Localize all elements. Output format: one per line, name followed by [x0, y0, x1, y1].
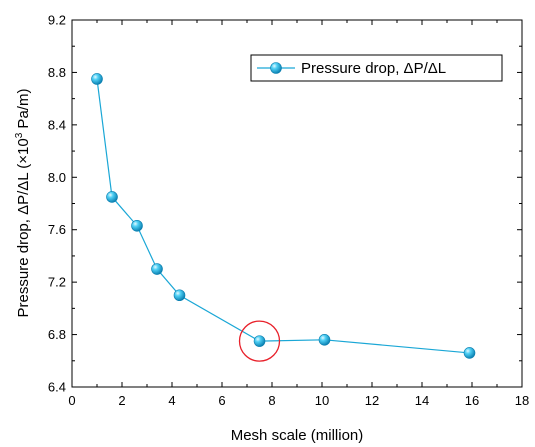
y-tick-label: 6.8 — [48, 327, 66, 342]
x-tick-label: 14 — [415, 393, 429, 408]
y-tick-label: 8.0 — [48, 170, 66, 185]
data-point — [106, 191, 118, 203]
series-layer — [91, 73, 476, 362]
x-axis-ticks: 0 2 4 6 8 10 12 14 16 18 — [68, 20, 529, 408]
y-tick-label: 6.4 — [48, 380, 66, 395]
y-axis-title-main: Pressure drop, ΔP/ΔL (×10 — [15, 138, 32, 317]
y-tick-label: 9.2 — [48, 13, 66, 28]
series-line — [96, 78, 470, 354]
legend-marker-swatch — [270, 62, 282, 74]
x-tick-label: 8 — [268, 393, 275, 408]
legend-label: Pressure drop, ΔP/ΔL — [301, 60, 446, 77]
data-point — [91, 73, 103, 85]
data-point — [131, 219, 143, 232]
y-axis-title-superscript: 3 — [14, 132, 25, 138]
x-tick-label: 2 — [118, 393, 125, 408]
x-axis-title: Mesh scale (million) — [231, 427, 364, 444]
x-tick-label: 4 — [168, 393, 175, 408]
x-tick-label: 0 — [68, 393, 75, 408]
x-tick-label: 18 — [515, 393, 529, 408]
y-axis-title: Pressure drop, ΔP/ΔL (×103 Pa/m) — [14, 89, 32, 318]
data-point — [463, 347, 476, 359]
x-tick-label: 12 — [365, 393, 379, 408]
data-point — [173, 289, 186, 302]
highlight-circle — [238, 320, 281, 362]
y-tick-label: 7.2 — [48, 275, 66, 290]
y-axis-ticks: 6.4 6.8 7.2 7.6 8.0 8.4 8.8 9.2 — [48, 13, 522, 395]
y-tick-label: 7.6 — [48, 222, 66, 237]
y-tick-label: 8.4 — [48, 117, 66, 132]
y-tick-label: 8.8 — [48, 65, 66, 80]
y-axis-title-unit: Pa/m) — [15, 89, 32, 133]
data-point — [151, 263, 163, 275]
x-tick-label: 6 — [218, 393, 225, 408]
x-tick-label: 16 — [465, 393, 479, 408]
data-point — [318, 334, 331, 346]
data-point — [253, 335, 266, 347]
x-tick-label: 10 — [315, 393, 329, 408]
legend: Pressure drop, ΔP/ΔL — [250, 54, 503, 82]
